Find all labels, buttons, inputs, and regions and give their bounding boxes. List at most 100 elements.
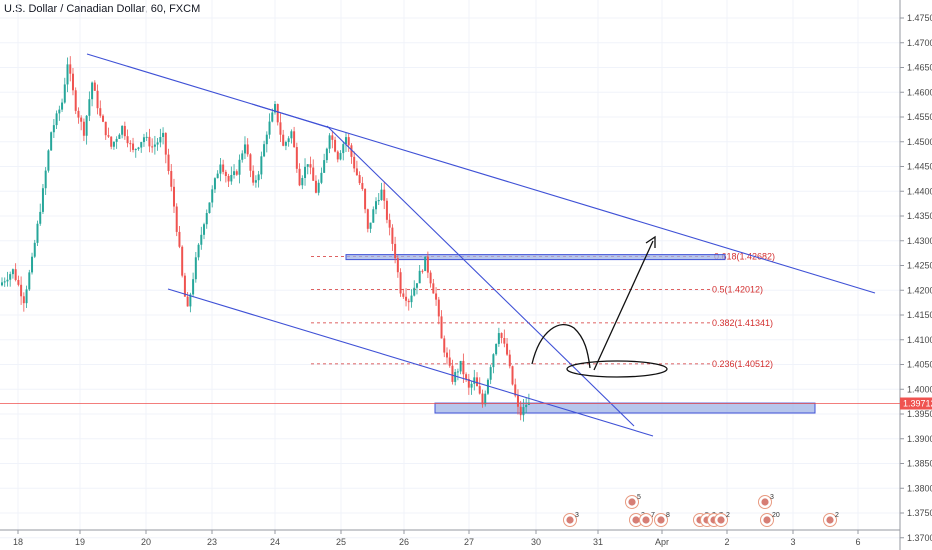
candle (99, 100, 102, 118)
ellipse-drawing[interactable] (566, 360, 668, 378)
candle (260, 151, 263, 180)
candle (336, 150, 339, 163)
x-tick-label: 6 (855, 537, 860, 547)
event-flag-icon[interactable]: 5 (625, 494, 642, 509)
candle (55, 110, 58, 130)
candle (47, 149, 50, 173)
fib-label: 0.618(1.42682) (714, 251, 775, 261)
candle (102, 114, 105, 123)
candle (465, 372, 468, 383)
candle (126, 129, 129, 148)
candle (183, 272, 186, 297)
candle (181, 245, 184, 278)
candle (306, 164, 309, 175)
candle (216, 170, 219, 179)
candle (243, 136, 246, 159)
candle (3, 277, 6, 287)
candle (347, 133, 350, 152)
candle (320, 167, 323, 185)
candle (385, 198, 388, 224)
candle (82, 118, 85, 141)
candle (170, 164, 173, 192)
candle (200, 226, 203, 250)
candle (142, 133, 145, 147)
upper-channel-line[interactable] (86, 53, 876, 294)
candle (342, 141, 345, 161)
event-flag-icon[interactable]: 3 (563, 512, 580, 527)
event-flag-icon[interactable]: 2 (823, 512, 840, 527)
resistance-zone[interactable] (345, 254, 726, 261)
candle (448, 349, 451, 368)
lower-channel-line[interactable] (167, 288, 654, 437)
top-connector-line[interactable] (251, 103, 331, 129)
event-flag-icon[interactable]: 7 (639, 512, 656, 527)
candle (456, 368, 459, 381)
candle (476, 372, 479, 387)
candle (355, 160, 358, 177)
x-tick-label: 23 (207, 537, 217, 547)
last-price-label: 1.39712 (903, 399, 932, 409)
candle (208, 202, 211, 214)
arc-drawing[interactable] (531, 323, 591, 369)
event-flag-icon[interactable]: 3 (758, 494, 775, 509)
x-tick-label: 25 (336, 537, 346, 547)
candle (325, 147, 328, 164)
candle (175, 203, 178, 237)
y-tick-label: 1.41000 (907, 335, 932, 345)
candle (328, 133, 331, 154)
event-flag-icon[interactable]: 20 (760, 512, 780, 527)
candle (344, 132, 347, 153)
candle (358, 171, 361, 186)
candle (129, 140, 132, 152)
candle (159, 128, 162, 148)
candle (25, 285, 28, 309)
candle (429, 270, 432, 288)
candle (28, 269, 31, 291)
candle (407, 298, 410, 311)
candle (323, 153, 326, 173)
event-count: 3 (575, 512, 579, 519)
candle (364, 188, 367, 214)
candle (391, 224, 394, 251)
candle (151, 138, 154, 153)
candle (443, 335, 446, 358)
candle (410, 289, 413, 308)
candle (503, 329, 506, 348)
candle (470, 381, 473, 395)
candle (454, 369, 457, 386)
event-flag-icon[interactable]: 8 (654, 512, 671, 527)
grid (0, 0, 900, 539)
x-tick-label: Apr (655, 537, 669, 547)
event-count: 2 (835, 512, 839, 519)
candle (435, 287, 438, 306)
arrow-line[interactable] (593, 240, 654, 371)
candle (418, 264, 421, 284)
candle (486, 378, 489, 396)
candle (63, 77, 66, 104)
candle (1, 277, 3, 287)
candle (481, 389, 484, 408)
chart-title: U.S. Dollar / Canadian Dollar, 60, FXCM (4, 3, 201, 15)
last-price-tag[interactable] (900, 397, 932, 410)
y-tick-label: 1.43500 (907, 211, 932, 221)
support-zone[interactable] (434, 402, 816, 414)
candle (295, 142, 298, 173)
y-tick-label: 1.40500 (907, 360, 932, 370)
candle (314, 175, 317, 194)
candle (110, 136, 113, 150)
x-tick-label: 31 (593, 537, 603, 547)
x-tick-label: 2 (724, 537, 729, 547)
candle (287, 136, 290, 147)
event-flag-icon[interactable]: 2 (714, 512, 731, 527)
y-tick-label: 1.46500 (907, 63, 932, 73)
candle (484, 390, 487, 407)
candle (22, 292, 25, 312)
candle (282, 129, 285, 147)
candle (421, 269, 424, 274)
candle (298, 163, 301, 187)
candle (88, 91, 91, 122)
candle (402, 288, 405, 299)
inner-trend-line[interactable] (326, 125, 635, 427)
x-tick-label: 18 (13, 537, 23, 547)
